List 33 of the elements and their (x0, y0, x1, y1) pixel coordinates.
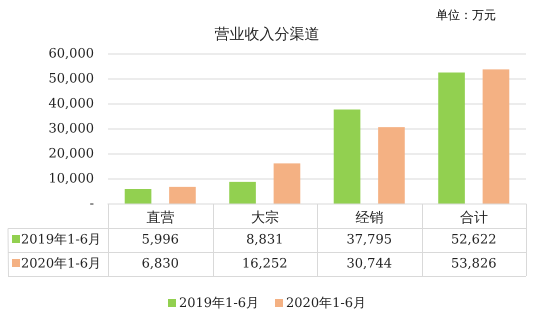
bar (438, 72, 465, 204)
bar (124, 189, 152, 204)
bar (378, 127, 405, 204)
x-tick-label: 经销 (355, 210, 384, 226)
text: 单位：万元 (436, 8, 496, 22)
data-label: 37,795 (346, 232, 392, 248)
x-tick-label: 直营 (146, 210, 174, 226)
data-label: 8,831 (246, 232, 284, 248)
data-label: 52,622 (451, 232, 496, 248)
y-tick-label: 60,000 (48, 46, 94, 62)
text: 2020年1-6月 (286, 296, 366, 311)
legend-label: 2019年1-6月 (21, 232, 102, 248)
data-label: 53,826 (451, 256, 496, 272)
y-tick-label: 50,000 (48, 71, 94, 86)
data-label: 30,744 (346, 256, 392, 272)
y-tick-label: 30,000 (48, 121, 94, 136)
bar (169, 186, 196, 204)
data-label: 5,996 (142, 232, 179, 248)
legend-label: 2020年1-6月 (21, 256, 102, 272)
chart-title: 营业收入分渠道 (214, 24, 320, 43)
x-tick-label: 大宗 (250, 210, 279, 226)
text: 2019年1-6月 (178, 296, 259, 311)
y-tick-label: - (90, 196, 94, 212)
bar (274, 163, 300, 204)
x-tick-label: 合计 (460, 210, 488, 226)
data-label: 16,252 (242, 256, 288, 272)
data-label: 6,830 (142, 256, 179, 272)
y-tick-label: 10,000 (48, 171, 94, 186)
y-tick-label: 20,000 (48, 146, 94, 162)
bar (229, 182, 256, 204)
bar (334, 110, 360, 204)
bar (482, 69, 510, 204)
y-tick-label: 40,000 (48, 96, 94, 112)
